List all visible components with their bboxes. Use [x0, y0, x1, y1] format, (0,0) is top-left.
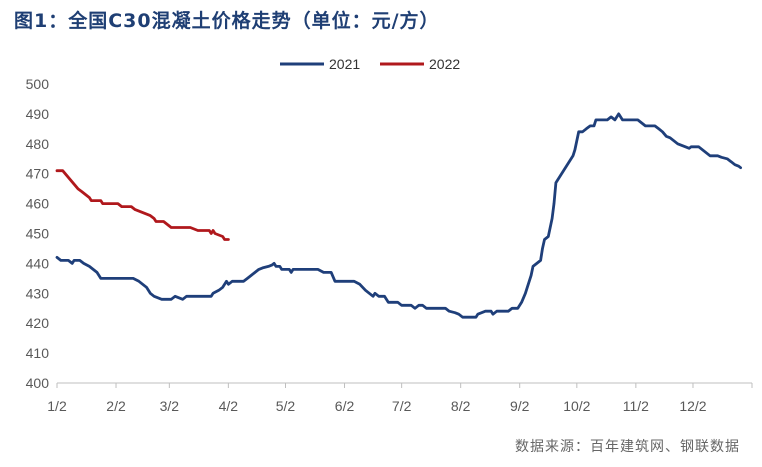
chart-title: 图1：全国C30混凝土价格走势（单位：元/方） — [14, 10, 440, 32]
series-lines — [55, 112, 742, 319]
x-tick-label: 10/2 — [563, 398, 590, 414]
x-axis-ticks: 1/2 2/2 3/2 4/2 5/2 6/2 7/2 8/2 9/2 10/2 11/2 12/2 — [47, 383, 753, 414]
x-tick-label: 12/2 — [679, 398, 706, 414]
series-line-2022 — [55, 169, 230, 241]
series-line-2021 — [55, 112, 742, 319]
y-tick-label: 410 — [26, 345, 50, 361]
legend-label-2022: 2022 — [429, 56, 460, 72]
y-tick-label: 490 — [26, 106, 50, 122]
x-tick-label: 2/2 — [106, 398, 126, 414]
x-tick-label: 9/2 — [510, 398, 530, 414]
y-tick-label: 450 — [26, 226, 50, 242]
x-tick-label: 4/2 — [219, 398, 239, 414]
data-source-note: 数据来源：百年建筑网、钢联数据 — [515, 439, 740, 455]
x-tick-label: 8/2 — [451, 398, 471, 414]
y-tick-label: 420 — [26, 315, 50, 331]
x-tick-label: 5/2 — [276, 398, 296, 414]
y-tick-label: 440 — [26, 255, 50, 271]
x-tick-label: 6/2 — [335, 398, 355, 414]
y-tick-label: 470 — [26, 166, 50, 182]
y-tick-label: 460 — [26, 196, 50, 212]
y-tick-label: 400 — [26, 375, 50, 391]
y-tick-label: 430 — [26, 285, 50, 301]
x-tick-label: 7/2 — [392, 398, 412, 414]
legend: 2021 2022 — [280, 56, 460, 72]
x-tick-label: 11/2 — [623, 398, 649, 414]
y-tick-label: 500 — [26, 76, 50, 92]
x-tick-label: 1/2 — [47, 398, 67, 414]
x-tick-label: 3/2 — [160, 398, 180, 414]
y-tick-label: 480 — [26, 136, 50, 152]
y-axis-ticks: 400 410 420 430 440 450 460 470 480 490 500 — [26, 76, 50, 391]
legend-label-2021: 2021 — [329, 56, 360, 72]
